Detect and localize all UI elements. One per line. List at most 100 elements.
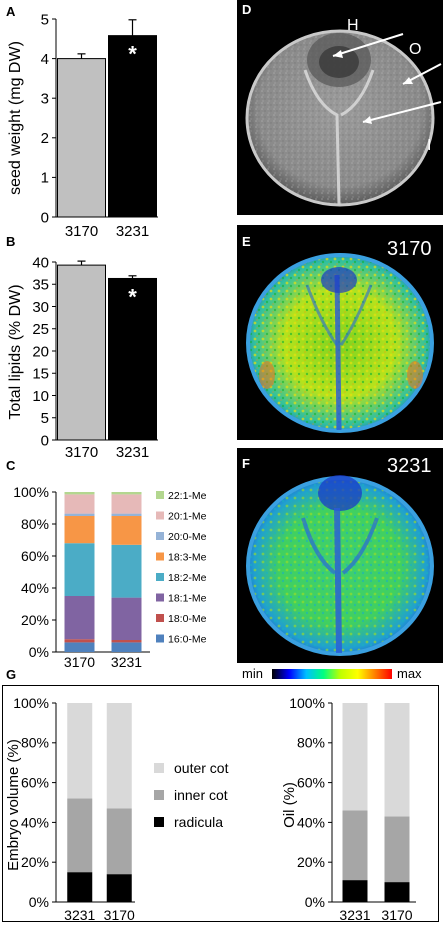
legend-swatch: [156, 593, 164, 602]
legend-label: 20:0-Me: [168, 531, 207, 543]
panel-letter-b: B: [6, 234, 16, 249]
y-tick-label: 0%: [29, 894, 49, 910]
legend-label: 20:1-Me: [168, 511, 207, 523]
seed-weight-chart: 0 1 2 3 4 5 seed weight (mg DW) 3170 3231 *: [7, 11, 158, 240]
legend-label: 22:1-Me: [168, 490, 207, 502]
legend-label: 18:1-Me: [168, 593, 207, 605]
significance-asterisk: *: [128, 284, 137, 309]
stacked-bar-segment: [111, 640, 142, 643]
heatmap-drawing-3231: 3231: [246, 455, 434, 656]
y-tick-label: 2: [41, 130, 49, 147]
colorbar: [272, 669, 392, 679]
legend-swatch: [156, 511, 164, 520]
panel-letter-g: G: [6, 667, 17, 682]
stacked-bar-segment: [64, 543, 95, 596]
legend-swatch: [156, 614, 164, 622]
y-tick-label: 60%: [21, 775, 49, 791]
y-tick-label: 100%: [13, 484, 49, 500]
legend-swatch: [156, 552, 164, 561]
x-tick-label: 3231: [116, 223, 149, 240]
stacked-bar-segment: [64, 639, 95, 643]
bar: [57, 264, 106, 441]
stacked-bar-segment: [67, 798, 93, 873]
y-tick-label: 20: [32, 343, 49, 360]
bar: [108, 35, 157, 218]
y-tick-label: 1: [41, 170, 49, 187]
y-tick-label: 100%: [289, 695, 325, 711]
y-tick-label: 0: [41, 209, 49, 226]
x-tick-label: 3231: [111, 654, 142, 670]
stacked-bar-segment: [64, 513, 95, 516]
x-tick-label: 3170: [64, 654, 95, 670]
stacked-bar-segment: [106, 808, 132, 875]
stacked-bar-segment: [384, 816, 410, 883]
heatmap-drawing-3170: 3170: [246, 238, 434, 433]
y-tick-label: 35: [32, 277, 49, 294]
stacked-bar-segment: [67, 872, 93, 902]
stacked-bar-segment: [111, 492, 142, 495]
y-tick-label: 60%: [297, 775, 325, 791]
stacked-bar-segment: [67, 703, 93, 799]
y-tick-label: 0%: [29, 644, 49, 660]
y-tick-label: 30: [32, 299, 49, 316]
stacked-bar-segment: [111, 642, 142, 652]
legend-label: 18:0-Me: [168, 613, 207, 625]
colorbar-min-label: min: [242, 666, 263, 681]
y-tick-label: 3: [41, 90, 49, 107]
x-tick-label: 3170: [65, 444, 98, 461]
mri-label-o: O: [409, 41, 421, 58]
y-tick-label: 100%: [13, 695, 49, 711]
panel-letter-c: C: [6, 458, 16, 473]
mri-seed-drawing: H O I: [245, 17, 442, 207]
panel-letter-e: E: [242, 234, 251, 249]
legend-label: 18:2-Me: [168, 572, 207, 584]
legend-swatch: [154, 763, 164, 773]
stacked-bar-segment: [111, 494, 142, 514]
y-tick-label: 40%: [297, 814, 325, 830]
mri-label-i: I: [427, 137, 431, 154]
y-tick-label: 25: [32, 321, 49, 338]
legend-label: inner cot: [174, 787, 228, 803]
stacked-bar-segment: [384, 703, 410, 817]
fatty-acid-composition-chart: 0% 20% 40% 60% 80% 100% 3170 3231 22:1-Me 20:1-Me…: [13, 484, 207, 670]
x-tick-label: 3170: [381, 907, 412, 923]
x-tick-label: 3231: [116, 444, 149, 461]
stacked-bar-segment: [106, 703, 132, 809]
heatmap-label-3231: 3231: [387, 455, 432, 477]
significance-asterisk: *: [128, 42, 137, 67]
legend-swatch: [156, 573, 164, 581]
y-tick-label: 40: [32, 254, 49, 271]
total-lipids-chart: 0 5 10 15 20 25 30 35 40 Total lipids (% DW) 3170 3…: [7, 254, 158, 461]
legend-swatch: [156, 634, 164, 643]
y-tick-label: 15: [32, 366, 49, 383]
y-tick-label: 40%: [21, 814, 49, 830]
x-tick-label: 3170: [65, 223, 98, 240]
y-axis-label: Total lipids (% DW): [7, 284, 24, 419]
embryo-volume-chart: 0% 20% 40% 60% 80% 100% Embryo volume (%) 3231 3…: [5, 695, 229, 923]
colorbar-max-label: max: [397, 666, 422, 681]
panel-letter-a: A: [6, 4, 16, 19]
mri-seed-image: H O I D: [237, 0, 443, 215]
x-tick-label: 3231: [339, 907, 370, 923]
stacked-bar-segment: [111, 516, 142, 545]
stacked-bar-segment: [64, 494, 95, 514]
y-tick-label: 20%: [297, 854, 325, 870]
legend-label: outer cot: [174, 760, 229, 776]
lipid-heatmap-3170: 3170 E: [237, 225, 443, 440]
stacked-bar-segment: [111, 513, 142, 516]
y-axis-label: seed weight (mg DW): [7, 41, 24, 195]
legend-label: radicula: [174, 814, 223, 830]
legend-swatch: [154, 817, 164, 827]
stacked-bar-segment: [342, 810, 368, 881]
panel-g-frame: [2, 685, 439, 922]
stacked-bar-segment: [64, 642, 95, 652]
y-tick-label: 0: [41, 432, 49, 449]
legend-swatch: [156, 491, 164, 499]
stacked-bar-segment: [342, 880, 368, 902]
y-tick-label: 80%: [297, 735, 325, 751]
y-tick-label: 10: [32, 388, 49, 405]
y-tick-label: 20%: [21, 854, 49, 870]
y-axis-label: Embryo volume (%): [5, 739, 22, 871]
y-tick-label: 80%: [21, 735, 49, 751]
y-tick-label: 5: [41, 410, 49, 427]
